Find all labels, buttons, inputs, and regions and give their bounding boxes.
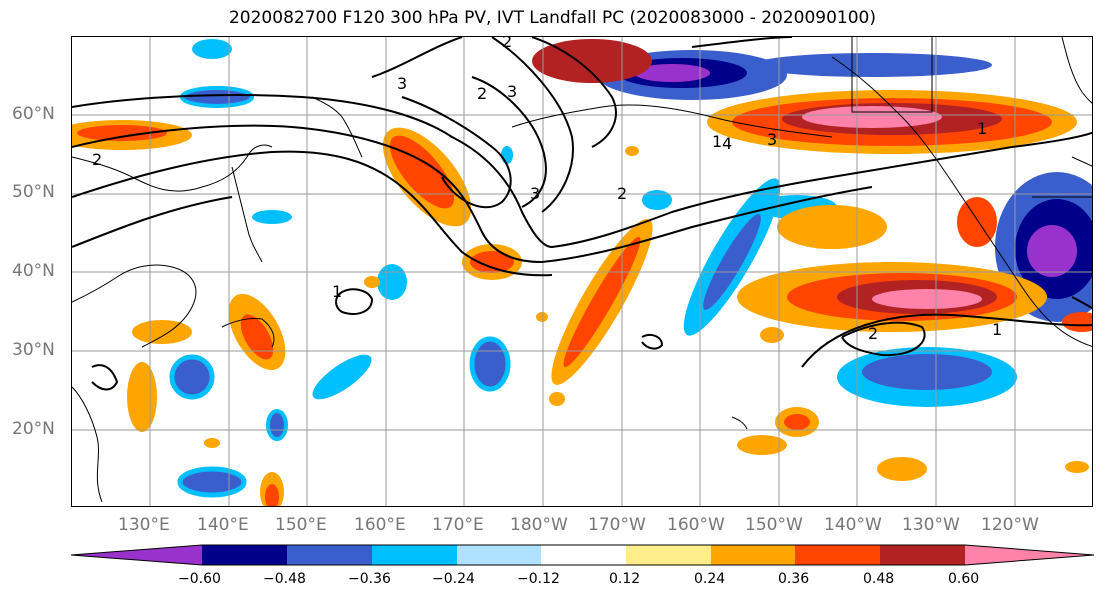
colorbar-tick-label: −0.24 <box>432 571 475 587</box>
contour-label: 1 <box>977 119 987 138</box>
lat-label-20n: 20°N <box>12 419 55 439</box>
colorbar-segment <box>880 545 965 565</box>
contour-label: 3 <box>767 130 777 149</box>
lat-label-30n: 30°N <box>12 340 55 360</box>
ivt-contours <box>72 37 1092 391</box>
contour-label: 1 <box>992 320 1002 339</box>
colorbar-segment <box>71 545 202 565</box>
lat-label-40n: 40°N <box>12 261 55 281</box>
lat-label-50n: 50°N <box>12 182 55 202</box>
lat-label-60n: 60°N <box>12 104 55 124</box>
colorbar-tick-label: −0.48 <box>263 571 306 587</box>
contour-label: 4 <box>722 134 732 153</box>
colorbar-segment <box>965 545 1094 565</box>
contour-label: 3 <box>397 74 407 93</box>
pv-shading-positive <box>72 39 1092 506</box>
contour-label: 1 <box>332 282 342 301</box>
contour-label: 2 <box>92 150 102 169</box>
contour-label: 1 <box>712 132 722 151</box>
colorbar-segment <box>795 545 880 565</box>
contour-label: 3 <box>530 184 540 203</box>
contour-label: 2 <box>502 37 512 51</box>
lon-label-140w: 140°W <box>824 515 882 535</box>
colorbar-tick-label: 0.48 <box>863 571 895 587</box>
colorbar-tick-label: 0.36 <box>778 571 810 587</box>
lon-label-150w: 150°W <box>745 515 803 535</box>
colorbar-tick-label: −0.36 <box>348 571 391 587</box>
contour-labels: 3 2 3 2 3 2 1 4 3 1 2 1 2 1 <box>92 37 1002 343</box>
colorbar-segment <box>457 545 541 565</box>
colorbar-tick-label: 0.60 <box>948 571 980 587</box>
lon-label-180w: 180°W <box>510 515 568 535</box>
map-canvas: 3 2 3 2 3 2 1 4 3 1 2 1 2 1 <box>72 37 1092 506</box>
contour-label: 2 <box>617 184 627 203</box>
colorbar-segment <box>287 545 372 565</box>
map-title: 2020082700 F120 300 hPa PV, IVT Landfall… <box>228 8 876 28</box>
colorbar <box>70 544 1095 566</box>
colorbar-segment <box>626 545 711 565</box>
lon-label-170e: 170°E <box>432 515 484 535</box>
pv-shading-negative <box>169 39 1092 498</box>
lon-label-150e: 150°E <box>275 515 327 535</box>
lon-label-160e: 160°E <box>354 515 406 535</box>
colorbar-tick-label: 0.12 <box>609 571 641 587</box>
map-panel: 3 2 3 2 3 2 1 4 3 1 2 1 2 1 <box>71 36 1093 507</box>
lon-label-130w: 130°W <box>902 515 960 535</box>
lon-label-170w: 170°W <box>588 515 646 535</box>
colorbar-segment <box>372 545 457 565</box>
colorbar-segment <box>202 545 287 565</box>
colorbar-tick-label: −0.60 <box>178 571 221 587</box>
contour-label: 3 <box>507 82 517 101</box>
colorbar-tick-label: −0.12 <box>517 571 560 587</box>
contour-label: 2 <box>868 324 878 343</box>
lon-label-140e: 140°E <box>197 515 249 535</box>
colorbar-tick-label: 0.24 <box>694 571 726 587</box>
colorbar-segment <box>711 545 795 565</box>
lon-label-160w: 160°W <box>667 515 725 535</box>
lon-label-120w: 120°W <box>981 515 1039 535</box>
graticule <box>72 37 1092 506</box>
coastlines <box>72 37 1092 503</box>
lon-label-130e: 130°E <box>118 515 170 535</box>
contour-label: 2 <box>477 84 487 103</box>
colorbar-segment <box>541 545 626 565</box>
